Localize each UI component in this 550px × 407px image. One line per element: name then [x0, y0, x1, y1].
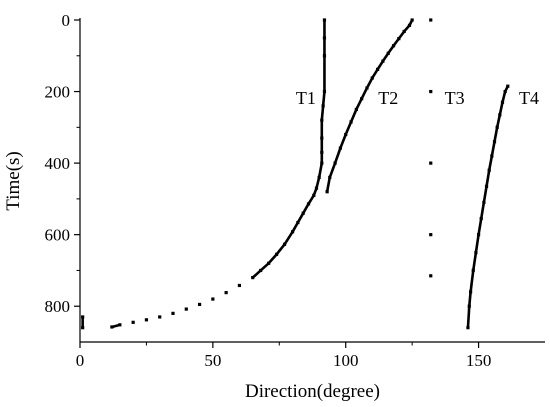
- data-trace-segment: [259, 262, 270, 272]
- track-label: T1: [296, 88, 316, 108]
- data-trace-segment: [360, 87, 369, 100]
- data-trace-segment: [355, 98, 363, 111]
- data-trace-segment: [251, 269, 262, 279]
- x-axis-title: Direction(degree): [245, 381, 380, 402]
- data-trace-segment: [283, 231, 294, 246]
- data-trace-segment: [485, 170, 491, 187]
- y-axis-title: Time(s): [3, 151, 24, 210]
- data-trace-segment: [493, 127, 499, 142]
- x-tick-label: 50: [204, 351, 221, 370]
- data-trace-segment: [479, 202, 486, 219]
- data-point: [144, 318, 149, 322]
- data-trace-segment: [474, 234, 480, 253]
- data-trace-segment: [501, 91, 507, 103]
- annotations: T1 T2 T3 T4: [296, 88, 539, 108]
- series-4: [466, 84, 510, 330]
- data-marks: [81, 18, 510, 330]
- data-trace-segment: [397, 30, 406, 40]
- data-trace-segment: [302, 203, 310, 214]
- plot-area: 0 50 100 150 0 200 400 600 800 T1 T2 T3 T4: [45, 11, 545, 370]
- data-point: [506, 84, 510, 88]
- data-trace-segment: [365, 77, 374, 89]
- y-ticks: 0 200 400 600 800: [45, 11, 80, 316]
- track-label: T2: [378, 88, 398, 108]
- data-trace-segment: [498, 102, 504, 116]
- data-point: [429, 233, 433, 237]
- y-tick-label: 800: [45, 297, 71, 316]
- series-1: [81, 18, 327, 330]
- data-trace-segment: [275, 243, 286, 256]
- x-tick-label: 0: [76, 351, 85, 370]
- data-trace-segment: [328, 162, 337, 178]
- y-tick-label: 600: [45, 226, 71, 245]
- data-trace-segment: [471, 252, 478, 271]
- data-trace-segment: [339, 134, 347, 149]
- data-point: [429, 161, 433, 165]
- data-trace-segment: [296, 212, 305, 224]
- y-tick-label: 200: [45, 83, 71, 102]
- data-trace-segment: [321, 91, 326, 106]
- data-trace-segment: [477, 218, 483, 235]
- data-trace-segment: [482, 186, 488, 203]
- data-trace-segment: [349, 108, 358, 123]
- data-trace-segment: [466, 306, 471, 328]
- data-trace-segment: [291, 221, 300, 233]
- data-trace-segment: [487, 155, 494, 171]
- data-trace-segment: [469, 270, 475, 293]
- y-tick-label: 0: [62, 11, 71, 30]
- y-tick-label: 400: [45, 154, 71, 173]
- data-trace-segment: [317, 162, 324, 178]
- data-point: [429, 274, 433, 278]
- x-ticks: 0 50 100 150: [76, 342, 492, 370]
- track-label: T4: [519, 88, 539, 108]
- data-trace-segment: [503, 85, 509, 93]
- data-point: [131, 320, 135, 324]
- data-trace-segment: [312, 187, 318, 196]
- data-trace-segment: [371, 68, 379, 79]
- data-point: [237, 283, 242, 288]
- data-trace-segment: [495, 114, 502, 128]
- x-tick-label: 150: [466, 351, 492, 370]
- data-point: [429, 89, 433, 94]
- data-trace-segment: [320, 105, 325, 121]
- data-trace-segment: [111, 323, 121, 329]
- data-trace-segment: [467, 291, 472, 307]
- data-trace-segment: [490, 141, 496, 157]
- data-point: [171, 311, 175, 315]
- data-point: [211, 297, 215, 301]
- data-point: [184, 307, 188, 311]
- data-point: [429, 18, 433, 22]
- data-trace-segment: [387, 45, 395, 55]
- data-trace-segment: [307, 194, 315, 205]
- series-3: [429, 18, 433, 278]
- data-trace-segment: [267, 253, 278, 265]
- track-label: T3: [445, 88, 465, 108]
- data-trace-segment: [381, 52, 390, 62]
- data-trace-segment: [408, 19, 414, 26]
- series-2: [325, 18, 414, 194]
- data-point: [158, 315, 162, 319]
- data-trace-segment: [392, 37, 400, 47]
- data-point: [197, 302, 202, 307]
- data-trace-segment: [333, 147, 342, 164]
- data-trace-segment: [403, 24, 411, 33]
- data-trace-segment: [344, 121, 353, 135]
- x-tick-label: 100: [333, 351, 359, 370]
- data-trace-segment: [325, 177, 332, 192]
- data-trace-segment: [376, 60, 385, 71]
- data-point: [224, 291, 228, 295]
- data-trace-segment: [315, 177, 321, 189]
